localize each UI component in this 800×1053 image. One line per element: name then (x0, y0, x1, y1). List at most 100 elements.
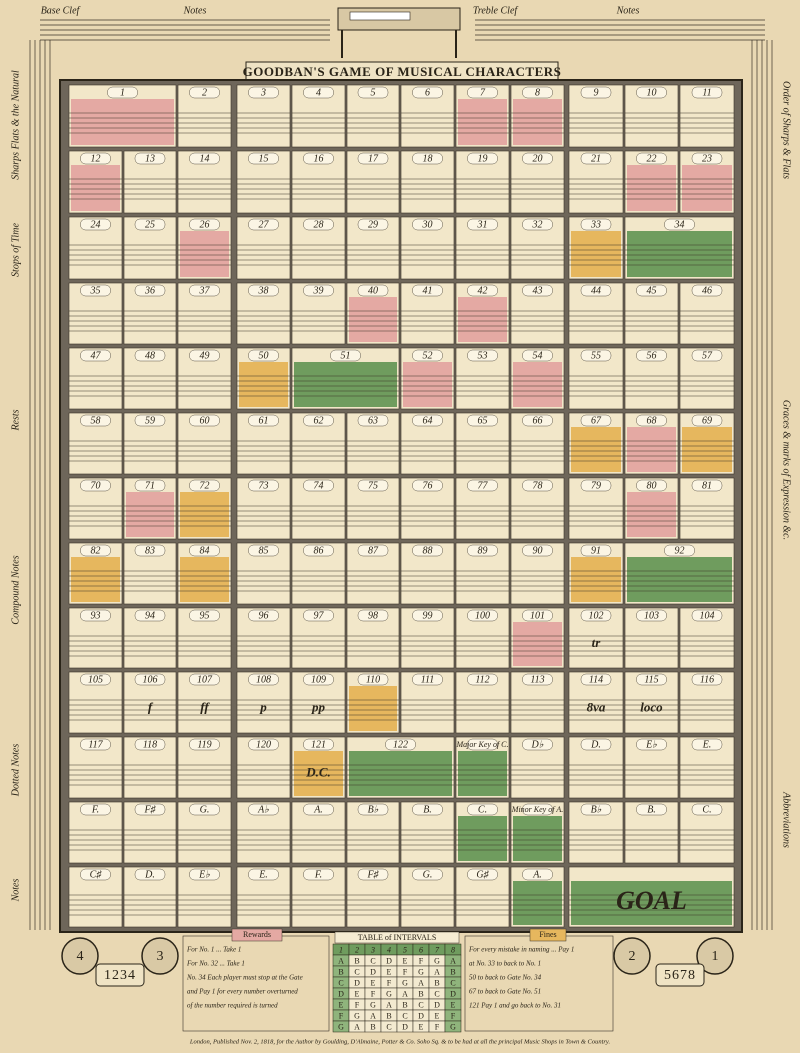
number-plate (248, 803, 279, 816)
number-plate (303, 284, 334, 297)
square-color (349, 751, 452, 796)
number-plate (80, 609, 111, 622)
square: 25 (123, 216, 177, 280)
square-label: 103 (644, 610, 659, 621)
square: 66 (510, 412, 565, 475)
number-plate (357, 803, 389, 816)
number-plate (691, 414, 723, 427)
square: 10 (624, 84, 679, 148)
square: 35 (68, 282, 123, 345)
square: 77 (455, 477, 510, 540)
square: 70 (68, 477, 123, 540)
interval-note: E (419, 1022, 424, 1031)
number-plate (580, 349, 612, 362)
square: 22 (624, 150, 679, 214)
square-label: E♭ (645, 739, 657, 750)
square-color (349, 297, 397, 342)
square: 120 (236, 736, 291, 799)
number-plate (303, 673, 334, 686)
number-plate (303, 868, 334, 881)
interval-note: B (450, 967, 455, 976)
square-bg (123, 542, 177, 605)
square: 5 (346, 84, 400, 148)
square-label: 28 (314, 219, 324, 230)
square: 47 (68, 347, 123, 410)
number-plate (134, 479, 166, 492)
number-plate (357, 544, 389, 557)
square: 19 (455, 150, 510, 214)
number-plate (636, 609, 667, 622)
square-label: 106 (143, 674, 158, 685)
square-color (571, 231, 621, 277)
square-color (513, 622, 562, 666)
square: 42 (455, 282, 510, 345)
square: 60 (177, 412, 232, 475)
square: 105 (68, 671, 123, 734)
square: 69 (679, 412, 735, 475)
number-plate (664, 544, 695, 557)
interval-header: 5 (403, 945, 407, 954)
square: 113 (510, 671, 565, 734)
square-color (627, 557, 732, 602)
number-plate (580, 152, 612, 165)
number-plate (412, 803, 443, 816)
square-label: 107 (197, 674, 213, 685)
square-label: 21 (591, 153, 601, 164)
square-label: 44 (591, 285, 601, 296)
square-color (571, 881, 732, 925)
number-plate (522, 609, 553, 622)
number-plate (303, 86, 334, 99)
interval-note: B (338, 967, 343, 976)
square-label: 75 (368, 480, 378, 491)
number-plate (691, 152, 723, 165)
square: 79 (568, 477, 624, 540)
square: 51 (291, 347, 400, 410)
square-label: 89 (478, 545, 488, 556)
number-plate (636, 479, 667, 492)
square: 83 (123, 542, 177, 605)
number-plate (691, 609, 723, 622)
number-plate (134, 609, 166, 622)
square-label: 92 (675, 545, 685, 556)
square: 118 (123, 736, 177, 799)
square: 32 (510, 216, 565, 280)
square-label: 63 (368, 415, 378, 426)
number-plate (134, 152, 166, 165)
number-plate (522, 673, 553, 686)
number-plate (580, 86, 612, 99)
square: 115 loco (624, 671, 679, 734)
number-plate (248, 868, 279, 881)
number-plate (580, 414, 612, 427)
square-label: 23 (702, 153, 712, 164)
square: 40 (346, 282, 400, 345)
square-label: E. (702, 739, 712, 750)
die (95, 963, 145, 987)
number-plate (580, 544, 612, 557)
square-label: 18 (423, 153, 433, 164)
interval-note: C (418, 1000, 423, 1009)
square-color (571, 557, 621, 602)
interval-note: C (370, 956, 375, 965)
square: 28 (291, 216, 346, 280)
number-plate (303, 803, 334, 816)
number-plate (636, 803, 667, 816)
staff-label: Notes (616, 5, 640, 16)
square-label: 11 (702, 87, 711, 98)
square: 41 (400, 282, 455, 345)
square: 72 (177, 477, 232, 540)
square-label: 116 (700, 674, 714, 685)
number-plate (580, 609, 612, 622)
square-label: 121 (311, 739, 326, 750)
title: GOODBAN'S GAME OF MUSICAL CHARACTERS (243, 64, 562, 79)
square: 58 (68, 412, 123, 475)
square: 121 D.C. (291, 736, 346, 799)
number-plate (467, 673, 498, 686)
number-plate (189, 544, 220, 557)
square-bg (400, 84, 455, 148)
number-plate (467, 803, 498, 816)
square-label: F♯ (143, 804, 156, 815)
counter (613, 937, 651, 975)
number-plate (80, 479, 111, 492)
fines-title: Fines (539, 930, 556, 939)
